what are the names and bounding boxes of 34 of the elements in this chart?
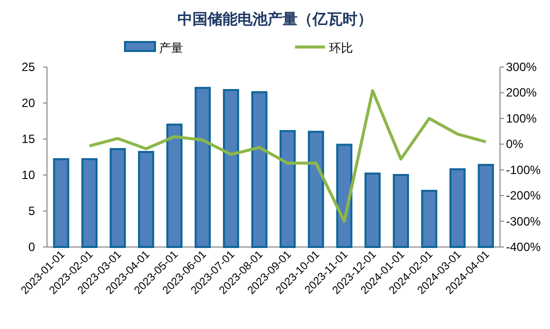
y2-tick-label: 200% bbox=[506, 86, 538, 100]
bar bbox=[478, 164, 494, 248]
bar bbox=[392, 174, 409, 248]
bar bbox=[421, 190, 438, 248]
legend-label: 产量 bbox=[159, 41, 183, 55]
y2-tick-label: -100% bbox=[506, 162, 542, 177]
bar bbox=[138, 150, 154, 248]
y-tick-label: 5 bbox=[28, 204, 36, 218]
bar bbox=[53, 158, 70, 248]
bar bbox=[251, 91, 268, 248]
y2-tick-label: -300% bbox=[506, 214, 542, 228]
legend-label: 环比 bbox=[329, 41, 353, 55]
bar bbox=[364, 172, 381, 248]
bar bbox=[449, 168, 466, 248]
y-tick-label: 10 bbox=[22, 168, 36, 182]
bar bbox=[336, 144, 352, 248]
line-series bbox=[88, 89, 488, 223]
bar bbox=[280, 130, 296, 248]
bar bbox=[81, 158, 98, 248]
y2-tick-label: 100% bbox=[506, 111, 538, 126]
y2-tick-label: -400% bbox=[506, 240, 542, 254]
y-tick-label: 0 bbox=[28, 240, 36, 254]
chart-title: 中国储能电池产量（亿瓦时） bbox=[178, 11, 372, 28]
bar bbox=[110, 148, 126, 248]
y-tick-label: 20 bbox=[22, 96, 36, 110]
bar bbox=[194, 86, 211, 248]
y2-tick-label: 300% bbox=[506, 60, 538, 74]
y2-tick-label: -200% bbox=[506, 188, 542, 203]
y2-tick-label: 0% bbox=[506, 137, 524, 152]
bar bbox=[308, 130, 324, 248]
y-tick-label: 25 bbox=[22, 60, 36, 74]
bar bbox=[222, 89, 240, 248]
bar bbox=[166, 124, 182, 248]
y-tick-label: 15 bbox=[22, 132, 36, 146]
